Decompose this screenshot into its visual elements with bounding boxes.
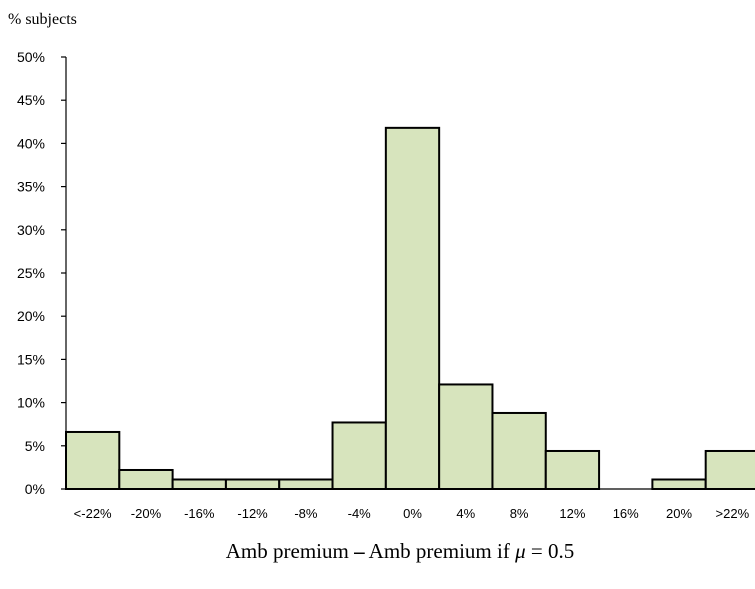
y-tick-label: 20% — [17, 308, 45, 324]
bar — [65, 430, 121, 491]
y-tick-label: 45% — [17, 92, 45, 108]
x-axis-title: Amb premium – Amb premium if μ = 0.5 — [226, 539, 574, 563]
x-tick-label: 16% — [613, 506, 639, 521]
bar — [438, 383, 494, 490]
x-tick-label: -16% — [184, 506, 215, 521]
bar — [331, 421, 387, 490]
bar — [704, 449, 755, 491]
y-tick-label: 30% — [17, 222, 45, 238]
x-axis-title-part-2: Amb premium if — [365, 539, 516, 563]
x-tick-label: -12% — [237, 506, 268, 521]
bar — [491, 411, 547, 490]
x-tick-label: 4% — [456, 506, 475, 521]
bar — [544, 449, 601, 491]
x-tick-label: 0% — [403, 506, 422, 521]
bar — [171, 478, 227, 491]
y-tick-label: 15% — [17, 351, 45, 367]
x-axis-title-part-1: Amb premium — [226, 539, 354, 563]
x-tick-label: 20% — [666, 506, 692, 521]
x-axis: <-22% -20% -16% -12% -8% -4% 0% 4% 8% 12% 16% 20% >2… — [74, 506, 750, 521]
x-tick-label: >22% — [716, 506, 750, 521]
x-axis-title-part-3: = 0.5 — [526, 539, 575, 563]
x-tick-label: -8% — [294, 506, 318, 521]
y-tick-label: 0% — [25, 481, 45, 497]
x-tick-label: 12% — [559, 506, 585, 521]
x-tick-label: -4% — [348, 506, 372, 521]
x-tick-label: <-22% — [74, 506, 112, 521]
y-tick-label: 40% — [17, 135, 45, 151]
y-tick-label: 35% — [17, 179, 45, 195]
bar — [278, 478, 334, 491]
y-tick-label: 5% — [25, 438, 45, 454]
x-axis-title-dash: – — [353, 539, 365, 563]
y-axis-title: % subjects — [8, 11, 77, 28]
x-tick-label: -20% — [131, 506, 162, 521]
bar — [651, 478, 707, 491]
y-tick-label: 10% — [17, 395, 45, 411]
bar — [224, 478, 281, 491]
bars-group — [65, 126, 755, 491]
y-tick-label: 50% — [17, 49, 45, 65]
bar — [384, 126, 441, 491]
bar — [118, 468, 174, 491]
x-tick-label: 8% — [510, 506, 529, 521]
y-tick-label: 25% — [17, 265, 45, 281]
x-axis-title-symbol: μ — [514, 539, 526, 563]
